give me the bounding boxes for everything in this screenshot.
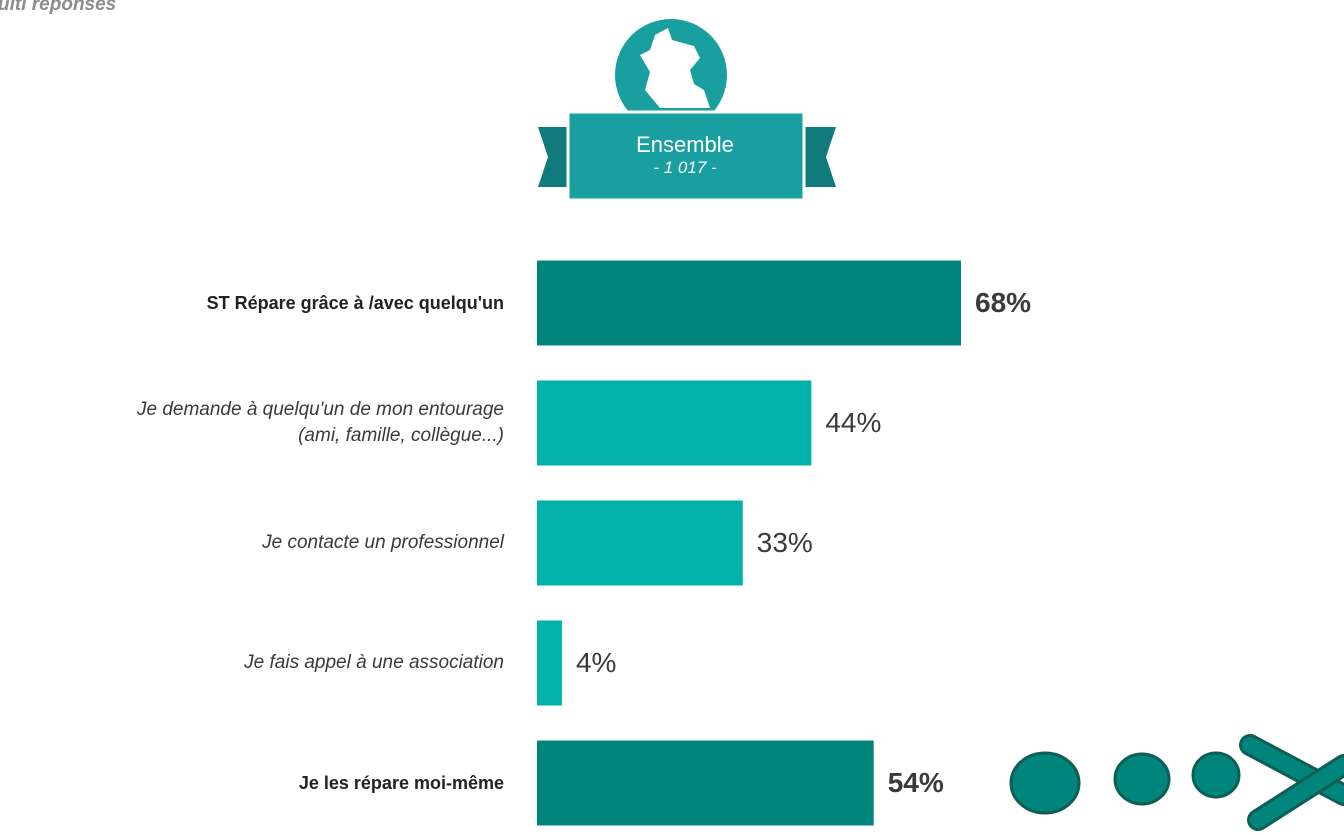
badge-title: Ensemble — [636, 132, 734, 157]
category-label: ST Répare grâce à /avec quelqu'un — [206, 293, 504, 313]
badge — [538, 19, 836, 202]
subtitle: ulti réponses — [0, 0, 117, 15]
chevron — [1250, 757, 1344, 828]
bar — [537, 380, 812, 466]
category-label: Je fais appel à une association — [244, 652, 504, 673]
ribbon — [566, 110, 806, 202]
bar — [537, 740, 874, 826]
dot — [1009, 751, 1081, 815]
value-label: 68% — [975, 287, 1032, 318]
ribbon-tail — [538, 127, 572, 187]
bar — [537, 620, 562, 706]
category-label: Je les répare moi-même — [298, 773, 504, 793]
bar — [537, 260, 961, 346]
ribbon-tail — [800, 127, 836, 187]
bar — [537, 500, 743, 586]
value-label: 54% — [887, 767, 944, 798]
category-label: Je contacte un professionnel — [262, 532, 504, 553]
france-map — [640, 28, 710, 108]
dot — [1113, 752, 1171, 806]
category-label: Je demande à quelqu'un de mon entourage … — [136, 399, 504, 446]
value-label: 4% — [575, 647, 617, 678]
badge-count: - 1 017 - — [653, 158, 717, 177]
dot — [1191, 751, 1241, 799]
value-label: 44% — [825, 407, 882, 438]
value-label: 33% — [756, 527, 813, 558]
decoration — [1009, 734, 1344, 831]
